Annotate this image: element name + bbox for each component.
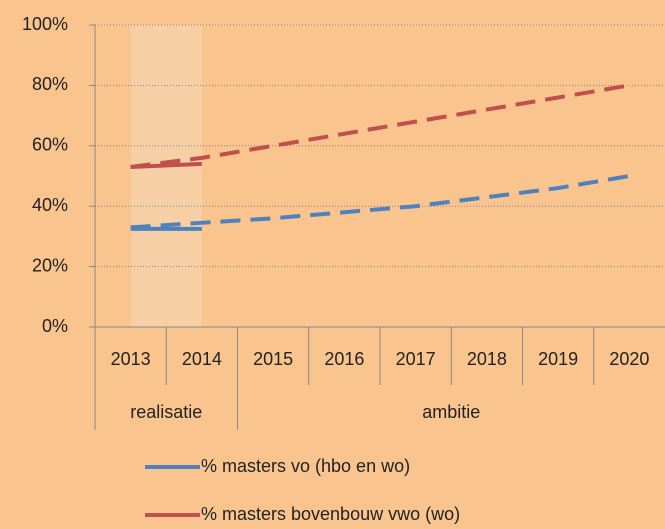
y-tick-label: 20% — [32, 255, 68, 275]
x-tick-label: 2018 — [467, 349, 507, 369]
group-label: realisatie — [130, 402, 202, 422]
legend-label: % masters vo (hbo en wo) — [201, 456, 410, 476]
x-tick-label: 2014 — [182, 349, 222, 369]
y-tick-label: 0% — [42, 316, 68, 336]
target-line — [130, 83, 630, 169]
x-tick-label: 2017 — [396, 349, 436, 369]
x-tick-label: 2015 — [253, 349, 293, 369]
x-tick-label: 2016 — [324, 349, 364, 369]
x-tick-label: 2020 — [609, 349, 649, 369]
target-line — [130, 174, 630, 230]
shaded-region — [130, 25, 202, 327]
x-tick-label: 2019 — [538, 349, 578, 369]
y-tick-label: 100% — [22, 14, 68, 34]
y-tick-label: 60% — [32, 135, 68, 155]
y-tick-label: 80% — [32, 74, 68, 94]
x-tick-label: 2013 — [111, 349, 151, 369]
legend-label: % masters bovenbouw vwo (wo) — [201, 504, 460, 524]
series-line — [130, 161, 202, 169]
y-tick-label: 40% — [32, 195, 68, 215]
group-label: ambitie — [422, 402, 480, 422]
